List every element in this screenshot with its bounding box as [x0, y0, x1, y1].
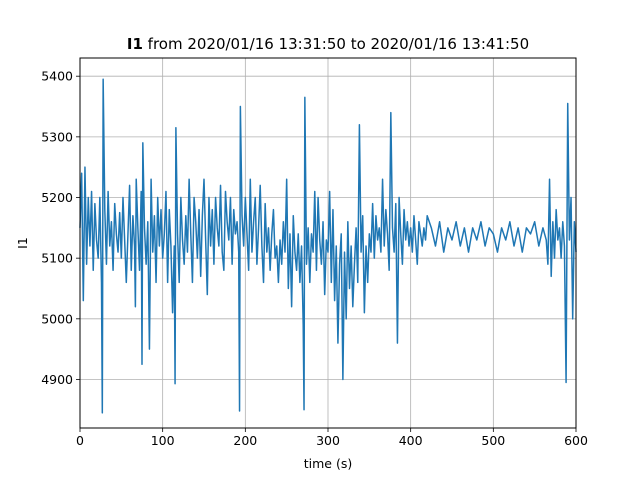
x-tick-label: 200	[233, 433, 257, 448]
x-tick-label: 0	[76, 433, 84, 448]
chart-title: I1 from 2020/01/16 13:31:50 to 2020/01/1…	[127, 35, 529, 53]
plot-area	[79, 78, 577, 414]
x-axis-label: time (s)	[304, 456, 352, 471]
y-tick-label: 5000	[41, 311, 73, 326]
x-axis: 0 100 200 300 400 500 600	[76, 428, 588, 448]
x-tick-label: 400	[399, 433, 423, 448]
x-tick-label: 500	[481, 433, 505, 448]
title-bold: I1	[127, 35, 143, 53]
x-tick-label: 300	[316, 433, 340, 448]
x-tick-label: 100	[151, 433, 175, 448]
title-rest: from 2020/01/16 13:31:50 to 2020/01/16 1…	[143, 35, 529, 53]
x-tick-label: 600	[564, 433, 588, 448]
series-line-I1	[79, 78, 577, 414]
y-tick-label: 5400	[41, 69, 73, 84]
y-tick-label: 5100	[41, 251, 73, 266]
y-axis: 4900 5000 5100 5200 5300 5400	[41, 69, 80, 387]
y-axis-label: I1	[15, 237, 30, 249]
y-tick-label: 4900	[41, 372, 73, 387]
y-tick-label: 5300	[41, 129, 73, 144]
y-tick-label: 5200	[41, 190, 73, 205]
